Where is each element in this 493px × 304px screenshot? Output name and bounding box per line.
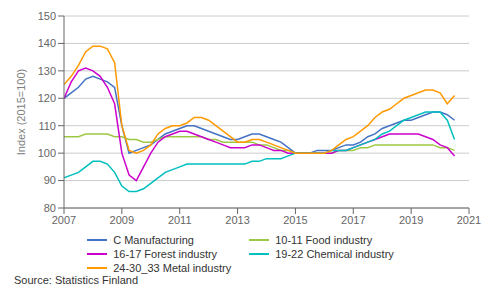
html-text:10-11 Food industry: 10-11 Food industry bbox=[275, 234, 373, 246]
svg-text:140: 140 bbox=[38, 37, 56, 49]
svg-text:2007: 2007 bbox=[52, 214, 76, 226]
svg-text:2021: 2021 bbox=[457, 214, 481, 226]
html-text:C Manufacturing: C Manufacturing bbox=[113, 234, 194, 246]
html-text:24-30_33 Metal industry: 24-30_33 Metal industry bbox=[113, 262, 232, 274]
svg-text:2009: 2009 bbox=[110, 214, 134, 226]
svg-text:2015: 2015 bbox=[283, 214, 307, 226]
svg-text:2019: 2019 bbox=[399, 214, 423, 226]
svg-text:2013: 2013 bbox=[225, 214, 249, 226]
html-text:19-22 Chemical industry: 19-22 Chemical industry bbox=[275, 248, 394, 260]
svg-text:90: 90 bbox=[44, 174, 56, 186]
svg-text:2017: 2017 bbox=[341, 214, 365, 226]
svg-text:80: 80 bbox=[44, 202, 56, 214]
svg-text:Index (2015=100): Index (2015=100) bbox=[15, 69, 27, 156]
svg-text:2011: 2011 bbox=[168, 214, 192, 226]
html-text:16-17 Forest industry: 16-17 Forest industry bbox=[113, 248, 218, 260]
svg-text:120: 120 bbox=[38, 92, 56, 104]
html-text:Source: Statistics Finland: Source: Statistics Finland bbox=[14, 274, 139, 286]
svg-text:100: 100 bbox=[38, 147, 56, 159]
svg-text:150: 150 bbox=[38, 10, 56, 22]
svg-text:110: 110 bbox=[38, 120, 56, 132]
svg-text:130: 130 bbox=[38, 65, 56, 77]
